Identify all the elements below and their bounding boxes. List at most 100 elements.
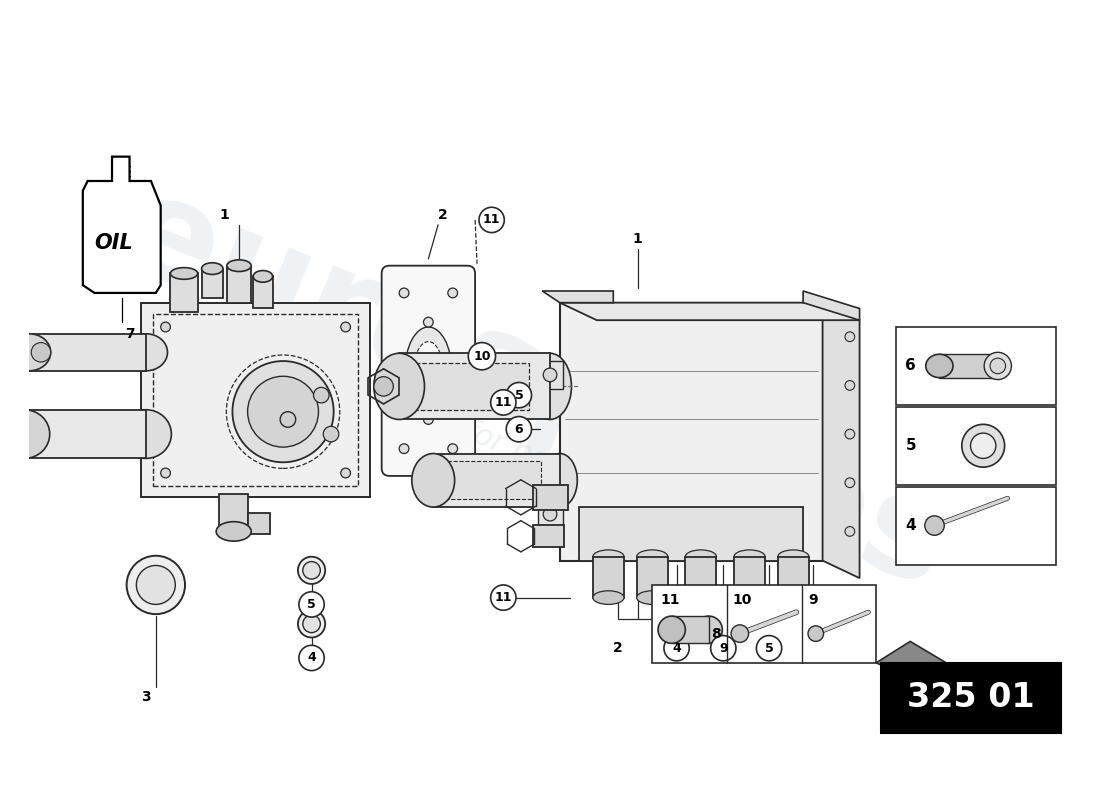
Polygon shape <box>823 302 859 578</box>
Text: 8: 8 <box>711 626 720 641</box>
Circle shape <box>448 288 458 298</box>
Circle shape <box>469 342 495 370</box>
Circle shape <box>323 426 339 442</box>
Bar <box>24 410 146 458</box>
Bar <box>30 334 146 370</box>
Ellipse shape <box>411 454 454 507</box>
Ellipse shape <box>593 590 624 605</box>
Circle shape <box>845 478 855 488</box>
Bar <box>895 407 1056 485</box>
Circle shape <box>3 426 19 442</box>
Ellipse shape <box>414 342 443 400</box>
Ellipse shape <box>658 616 685 643</box>
Ellipse shape <box>227 260 251 271</box>
Polygon shape <box>876 642 946 682</box>
Ellipse shape <box>529 354 572 419</box>
Circle shape <box>711 635 736 661</box>
Bar <box>399 354 550 419</box>
Circle shape <box>970 433 996 458</box>
Ellipse shape <box>685 590 716 605</box>
Circle shape <box>299 592 324 617</box>
Bar <box>652 585 876 663</box>
Ellipse shape <box>637 590 668 605</box>
Bar <box>560 302 823 561</box>
Text: 4: 4 <box>905 518 916 533</box>
Circle shape <box>298 610 326 638</box>
Circle shape <box>280 412 296 427</box>
Text: 2: 2 <box>614 642 623 655</box>
Circle shape <box>845 332 855 342</box>
Circle shape <box>506 382 531 408</box>
Bar <box>249 513 270 534</box>
Bar <box>637 557 668 598</box>
Text: a passion for parts since 1985: a passion for parts since 1985 <box>317 358 755 558</box>
Circle shape <box>298 557 326 584</box>
Bar <box>439 462 541 499</box>
Text: OIL: OIL <box>95 233 133 253</box>
Text: 7: 7 <box>124 327 134 341</box>
Circle shape <box>757 635 782 661</box>
Bar <box>407 363 529 410</box>
Ellipse shape <box>0 410 50 458</box>
Text: 10: 10 <box>733 593 751 606</box>
Bar <box>433 454 560 507</box>
Text: 11: 11 <box>483 214 500 226</box>
Ellipse shape <box>124 334 167 370</box>
Circle shape <box>506 417 531 442</box>
Circle shape <box>478 207 504 233</box>
Bar <box>532 485 568 510</box>
Circle shape <box>448 366 458 376</box>
Ellipse shape <box>405 327 452 414</box>
Text: 11: 11 <box>495 396 513 409</box>
Bar <box>538 501 563 528</box>
Ellipse shape <box>217 522 251 541</box>
Circle shape <box>399 366 409 376</box>
Circle shape <box>341 322 351 332</box>
Circle shape <box>424 414 433 424</box>
Circle shape <box>845 430 855 439</box>
Text: 9: 9 <box>719 642 727 654</box>
Ellipse shape <box>778 590 808 605</box>
Circle shape <box>845 381 855 390</box>
Polygon shape <box>82 157 161 293</box>
Text: 4: 4 <box>672 642 681 654</box>
Text: 6: 6 <box>905 358 916 374</box>
Circle shape <box>302 562 320 579</box>
Text: 5: 5 <box>515 389 524 402</box>
Circle shape <box>543 507 557 521</box>
Circle shape <box>399 444 409 454</box>
Text: 10: 10 <box>473 350 491 362</box>
Bar <box>580 507 803 561</box>
Ellipse shape <box>253 270 273 282</box>
Circle shape <box>314 387 329 403</box>
Ellipse shape <box>695 616 723 643</box>
Text: 3: 3 <box>141 690 151 704</box>
Ellipse shape <box>926 354 953 378</box>
Circle shape <box>990 358 1005 374</box>
Polygon shape <box>560 302 859 320</box>
Bar <box>895 486 1056 565</box>
Circle shape <box>248 376 319 447</box>
Text: 9: 9 <box>808 593 817 606</box>
Circle shape <box>925 516 944 535</box>
Ellipse shape <box>374 354 425 419</box>
Circle shape <box>543 368 557 382</box>
Ellipse shape <box>778 550 808 563</box>
Circle shape <box>126 556 185 614</box>
Text: 1: 1 <box>632 232 642 246</box>
Bar <box>227 266 251 302</box>
Bar <box>253 276 273 307</box>
Circle shape <box>984 352 1011 379</box>
Bar <box>778 557 808 598</box>
Text: 5: 5 <box>764 642 773 654</box>
Ellipse shape <box>542 454 578 507</box>
Bar <box>685 557 716 598</box>
Text: 11: 11 <box>495 591 513 604</box>
Circle shape <box>161 322 170 332</box>
Circle shape <box>961 424 1004 467</box>
Bar <box>593 557 624 598</box>
Polygon shape <box>141 302 370 498</box>
Text: 2: 2 <box>438 208 448 222</box>
Circle shape <box>732 625 749 642</box>
Ellipse shape <box>170 268 198 279</box>
